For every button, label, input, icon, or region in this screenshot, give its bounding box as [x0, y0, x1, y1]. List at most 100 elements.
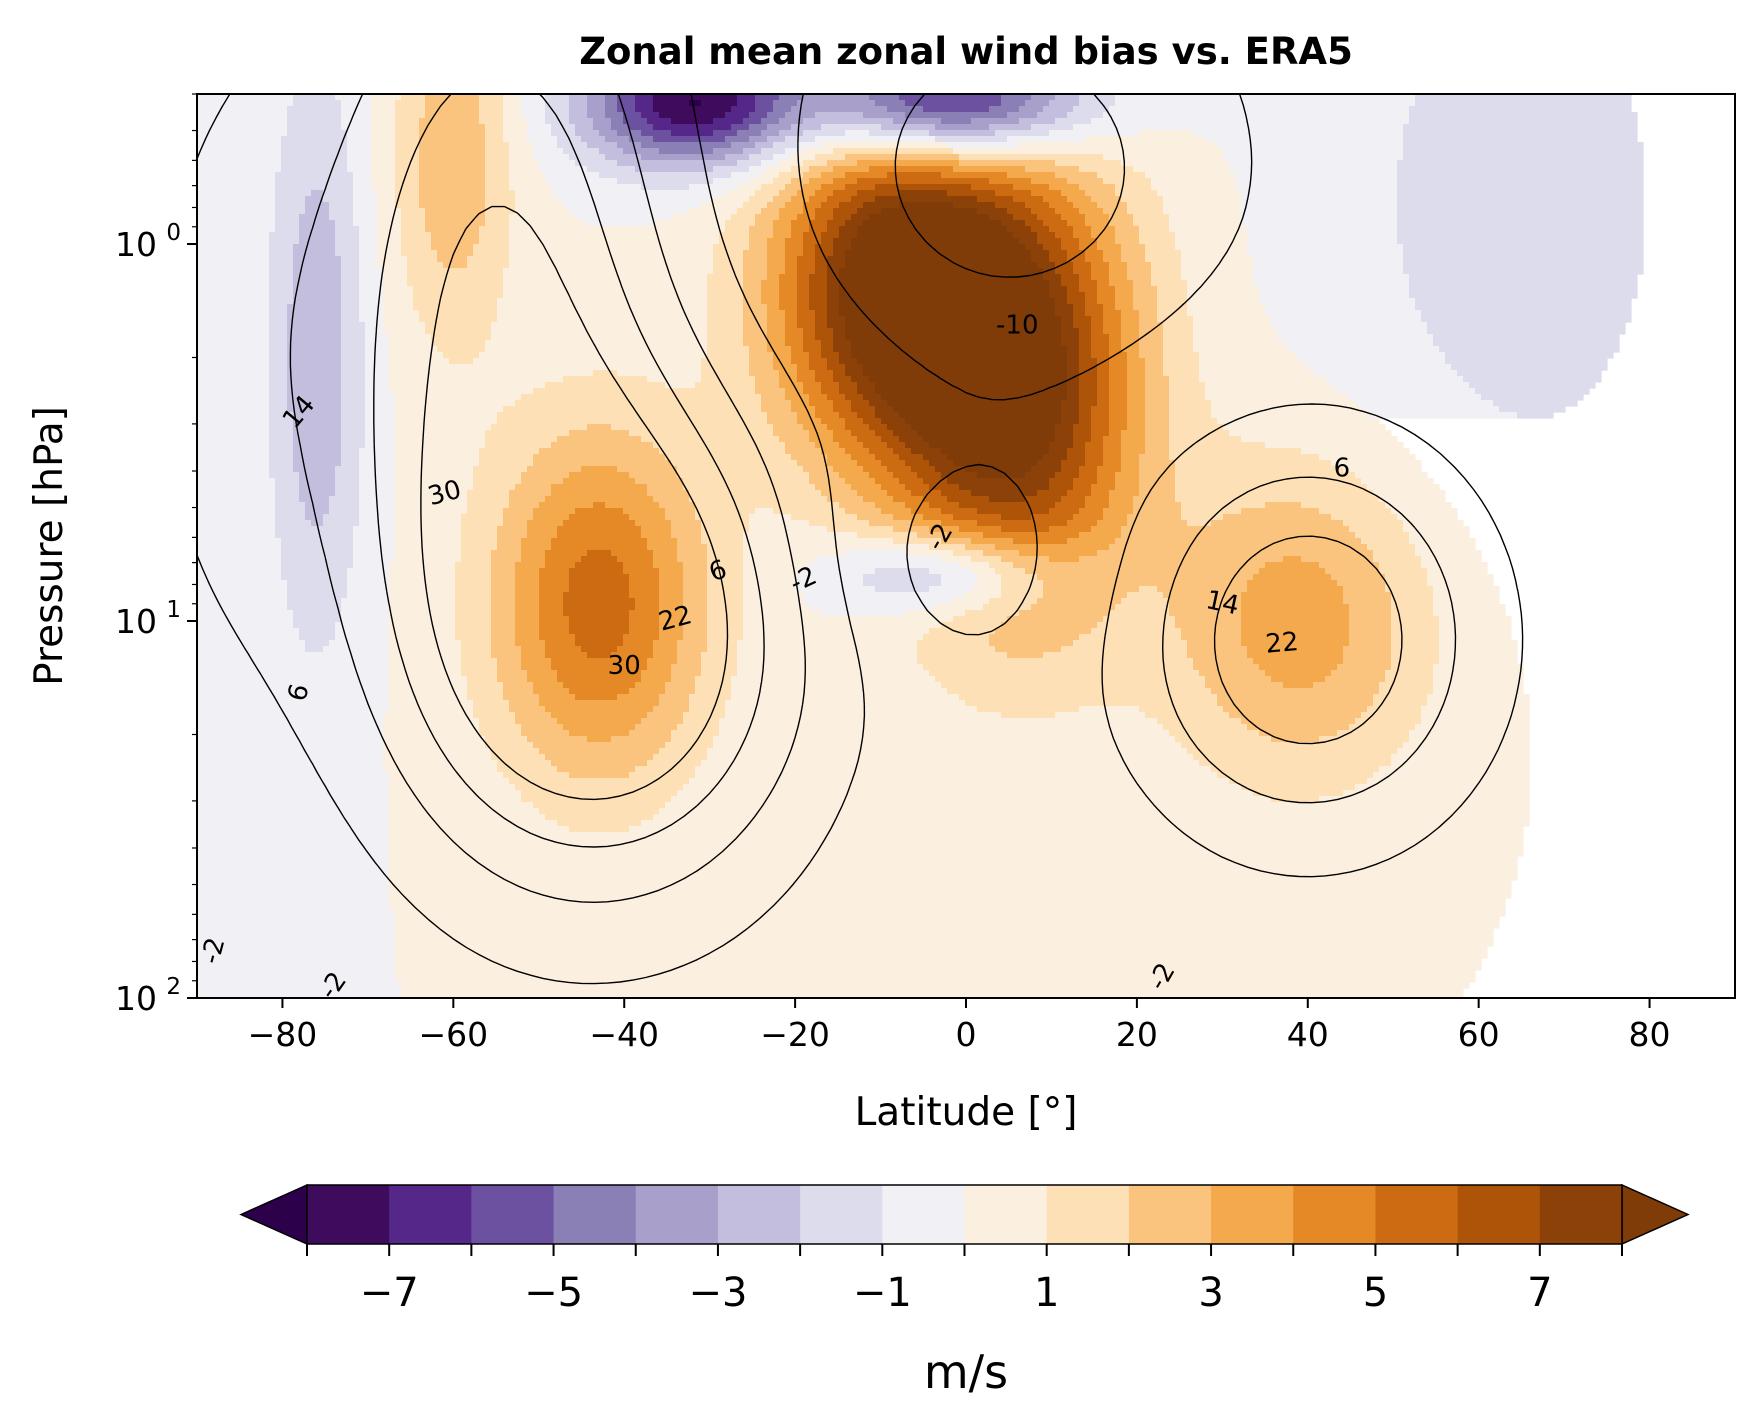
bias-fill-cell: [281, 136, 348, 143]
bias-fill-cell: [515, 400, 762, 407]
bias-fill-cell: [275, 484, 300, 491]
bias-fill-cell: [491, 748, 540, 755]
bias-fill-cell: [341, 328, 366, 335]
bias-fill-cell: [299, 478, 336, 485]
bias-fill-cell: [539, 448, 660, 455]
bias-fill-cell: [1109, 544, 1368, 551]
bias-fill-cell: [509, 244, 714, 251]
bias-fill-cell: [779, 292, 798, 299]
bias-fill-cell: [1439, 622, 1512, 629]
bias-fill-cell: [707, 748, 1188, 755]
bias-fill-cell: [737, 160, 762, 167]
bias-fill-cell: [455, 568, 492, 575]
bias-fill-cell: [341, 610, 390, 617]
bias-fill-cell: [833, 436, 858, 443]
bias-fill-cell: [275, 532, 354, 539]
bias-fill-cell: [1103, 316, 1122, 323]
bias-fill-cell: [515, 484, 552, 491]
bias-fill-cell: [455, 628, 492, 635]
bias-fill-cell: [491, 568, 516, 575]
bias-fill-cell: [989, 634, 1080, 641]
bias-fill-cell: [797, 142, 822, 149]
bias-fill-cell: [833, 166, 870, 173]
bias-fill-cell: [1259, 292, 1410, 299]
bias-fill-cell: [857, 226, 1008, 233]
bias-fill-cell: [593, 124, 612, 131]
bias-fill-cell: [935, 124, 990, 131]
bias-fill-cell: [749, 154, 774, 161]
bias-fill-cell: [659, 808, 1530, 815]
bias-fill-cell: [1097, 550, 1374, 557]
bias-fill-cell: [653, 646, 678, 653]
bias-fill-cell: [803, 118, 894, 125]
bias-fill-cell: [1091, 232, 1116, 239]
bias-fill-cell: [1439, 640, 1518, 647]
bias-fill-cell: [1193, 658, 1254, 665]
bias-fill-cell: [461, 556, 492, 563]
bias-fill-cell: [473, 706, 510, 713]
bias-fill-cell: [893, 430, 918, 437]
bias-fill-cell: [1109, 370, 1128, 377]
bias-fill-cell: [545, 382, 666, 389]
bias-fill-cell: [1067, 394, 1080, 401]
bias-fill-cell: [653, 814, 1530, 821]
bias-fill-cell: [959, 502, 1056, 509]
bias-fill-cell: [1391, 652, 1440, 659]
bias-fill-cell: [1163, 208, 1242, 215]
bias-fill-cell: [293, 466, 336, 473]
bias-fill-cell: [407, 268, 504, 275]
bias-fill-cell: [809, 364, 828, 371]
bias-fill-cell: [1379, 562, 1422, 569]
bias-fill-cell: [197, 154, 282, 161]
bias-fill-cell: [197, 754, 384, 761]
bias-fill-cell: [287, 328, 342, 335]
bias-fill-cell: [587, 112, 606, 119]
bias-fill-cell: [197, 670, 390, 677]
bias-fill-cell: [1085, 136, 1206, 143]
bias-fill-cell: [1097, 388, 1110, 395]
bias-fill-cell: [1091, 430, 1110, 437]
bias-fill-cell: [197, 856, 390, 863]
bias-fill-cell: [389, 334, 432, 341]
bias-fill-cell: [377, 220, 402, 227]
bias-fill-cell: [749, 178, 774, 185]
bias-fill-cell: [401, 244, 432, 251]
bias-fill-cell: [533, 508, 576, 515]
bias-fill-cell: [845, 424, 870, 431]
bias-fill-cell: [341, 112, 372, 119]
bias-fill-cell: [563, 592, 630, 599]
bias-fill-cell: [497, 676, 528, 683]
bias-fill-cell: [743, 274, 768, 281]
bias-fill-cell: [275, 214, 300, 221]
bias-fill-cell: [983, 532, 1080, 539]
bias-fill-cell: [1145, 364, 1164, 371]
bias-fill-cell: [851, 214, 870, 221]
bias-fill-cell: [725, 136, 750, 143]
bias-fill-cell: [197, 988, 402, 995]
bias-fill-cell: [323, 520, 360, 527]
bias-fill-cell: [365, 406, 396, 413]
bias-fill-cell: [593, 370, 618, 377]
bias-fill-cell: [1151, 274, 1182, 281]
bias-fill-cell: [485, 436, 558, 443]
bias-fill-cell: [1019, 238, 1038, 245]
bias-fill-cell: [731, 682, 942, 689]
bias-fill-cell: [527, 520, 564, 527]
bias-fill-cell: [1061, 460, 1086, 467]
bias-fill-cell: [665, 508, 696, 515]
bias-fill-cell: [545, 178, 618, 185]
bias-fill-cell: [953, 616, 1008, 623]
bias-fill-cell: [341, 358, 366, 365]
bias-fill-cell: [479, 730, 522, 737]
bias-fill-cell: [509, 142, 534, 149]
x-tick-label: 60: [1458, 1015, 1500, 1054]
bias-fill-cell: [1079, 412, 1092, 419]
bias-fill-cell: [1085, 292, 1098, 299]
bias-fill-cell: [401, 988, 1464, 995]
bias-fill-cell: [1427, 580, 1494, 587]
bias-fill-cell: [1013, 196, 1044, 203]
bias-fill-cell: [293, 436, 342, 443]
bias-fill-cell: [389, 574, 456, 581]
bias-fill-cell: [197, 712, 384, 719]
bias-fill-cell: [353, 544, 396, 551]
